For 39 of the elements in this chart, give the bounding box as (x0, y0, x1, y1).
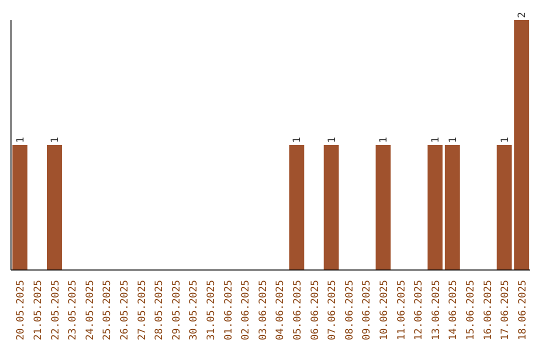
x-tick-label: 04.06.2025 (275, 280, 286, 340)
x-tick-label: 18.06.2025 (517, 280, 528, 340)
x-tick-label: 28.05.2025 (154, 280, 166, 340)
x-tick-label: 17.06.2025 (500, 280, 512, 340)
data-label: 1 (50, 136, 61, 143)
x-tick-label: 21.05.2025 (32, 280, 44, 340)
x-tick-label: 12.06.2025 (414, 280, 425, 340)
x-tick-label: 08.06.2025 (344, 280, 356, 340)
x-tick-label: 10.06.2025 (378, 280, 390, 340)
x-tick-label: 03.06.2025 (258, 280, 269, 340)
data-label: 1 (430, 136, 442, 143)
x-tick-label: 24.05.2025 (84, 280, 96, 340)
x-tick-label: 23.05.2025 (68, 280, 79, 340)
x-tick-label: 16.06.2025 (482, 280, 494, 340)
x-tick-label: 05.06.2025 (292, 280, 304, 340)
x-tick-label: 30.05.2025 (188, 280, 200, 340)
x-tick-label: 01.06.2025 (223, 280, 234, 340)
x-tick-label: 11.06.2025 (396, 280, 408, 340)
data-label: 1 (378, 136, 390, 143)
data-label: 1 (292, 136, 304, 143)
data-label: 1 (326, 136, 338, 143)
x-tick-label: 06.06.2025 (310, 280, 321, 340)
x-tick-label: 26.05.2025 (119, 280, 130, 340)
x-tick-label: 27.05.2025 (136, 280, 148, 340)
data-label: 2 (517, 12, 528, 18)
x-tick-label: 15.06.2025 (465, 280, 476, 340)
x-tick-label: 31.05.2025 (206, 280, 217, 340)
x-tick-label: 07.06.2025 (327, 280, 338, 340)
data-label: 1 (500, 136, 511, 143)
x-tick-label: 14.06.2025 (448, 280, 460, 340)
x-tick-label: 09.06.2025 (362, 280, 373, 340)
data-label: 1 (15, 136, 26, 143)
x-tick-label: 20.05.2025 (16, 280, 27, 340)
x-tick-label: 29.05.2025 (171, 280, 182, 340)
x-tick-label: 02.06.2025 (240, 280, 252, 340)
x-tick-label: 13.06.2025 (430, 280, 442, 340)
x-tick-label: 22.05.2025 (50, 280, 62, 340)
data-label: 1 (448, 136, 459, 143)
x-tick-label: 25.05.2025 (102, 280, 114, 340)
